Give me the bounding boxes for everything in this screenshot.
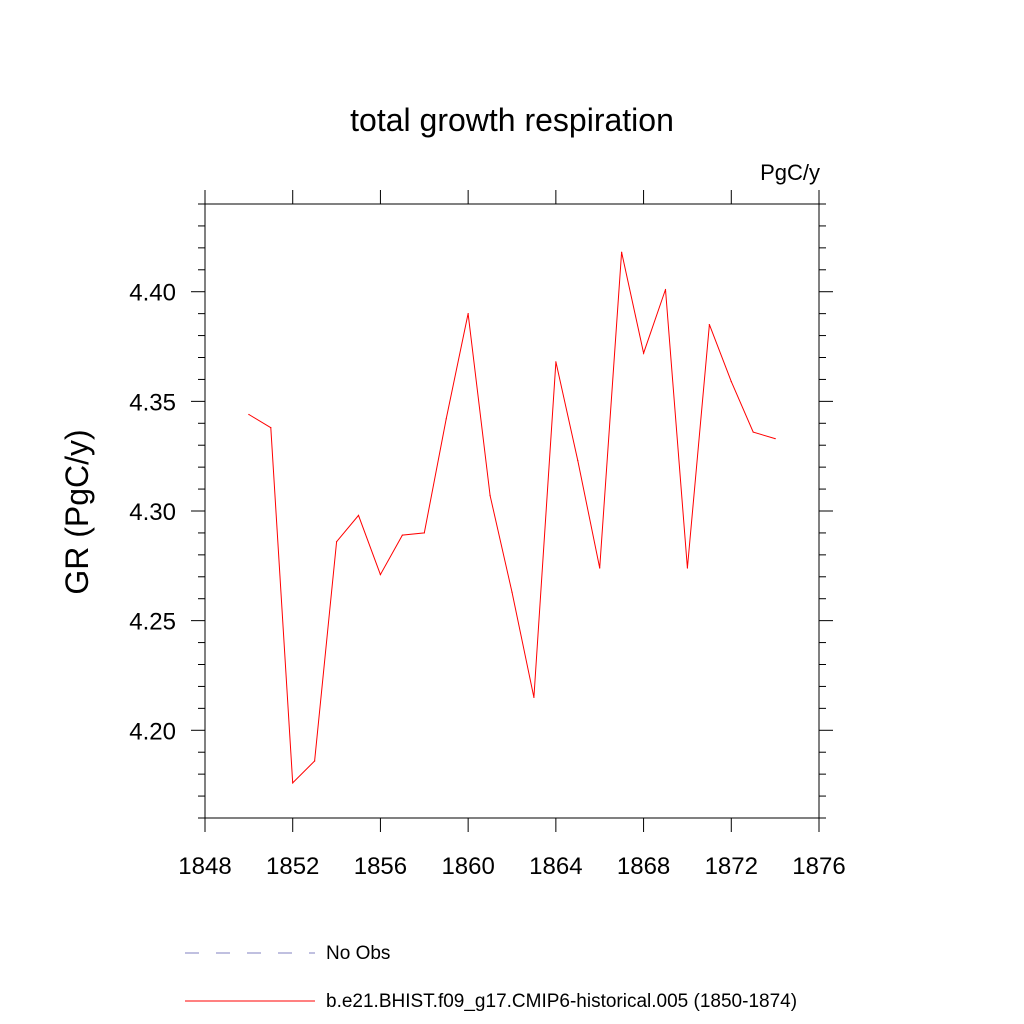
data-point [489, 495, 491, 497]
data-point [686, 567, 689, 569]
data-point [445, 418, 447, 420]
y-tick-label: 4.30 [129, 499, 176, 526]
data-point [401, 534, 403, 536]
data-point [423, 532, 425, 534]
y-tick-label: 4.20 [129, 718, 176, 745]
x-tick-label: 1856 [354, 853, 407, 880]
data-point [774, 438, 776, 440]
x-tick-label: 1864 [529, 853, 582, 880]
data-point [730, 381, 732, 383]
data-point [357, 514, 360, 516]
x-tick-label: 1848 [178, 853, 231, 880]
data-point [708, 324, 710, 326]
plot-frame [204, 203, 820, 819]
series-group [248, 251, 776, 785]
chart-title: total growth respiration [350, 102, 674, 138]
axis-ticks [191, 190, 833, 832]
x-tick-label: 1872 [705, 853, 758, 880]
legend: No Obs b.e21.BHIST.f09_g17.CMIP6-histori… [185, 943, 797, 1012]
x-tick-label: 1852 [266, 853, 319, 880]
y-tick-label: 4.35 [129, 389, 176, 416]
data-point [511, 591, 513, 593]
legend-label-historical: b.e21.BHIST.f09_g17.CMIP6-historical.005… [326, 991, 797, 1012]
y-tick-label: 4.40 [129, 280, 176, 307]
data-point [314, 760, 316, 762]
x-tick-label: 1860 [441, 853, 494, 880]
data-point [248, 413, 250, 416]
data-point [533, 696, 535, 698]
data-point [335, 541, 338, 543]
units-label: PgC/y [760, 160, 820, 185]
data-point [577, 459, 579, 462]
y-tick-labels: 4.20 4.25 4.30 4.35 4.40 [129, 280, 176, 746]
data-point [292, 782, 294, 784]
x-tick-labels: 1848 1852 1856 1860 1864 1868 1872 1876 [178, 853, 845, 880]
data-point [752, 431, 754, 433]
data-point [467, 313, 469, 315]
legend-label-no-obs: No Obs [326, 943, 390, 964]
x-tick-label: 1876 [792, 853, 845, 880]
data-point [642, 352, 645, 354]
x-tick-label: 1868 [617, 853, 670, 880]
data-point [555, 361, 557, 363]
series-line [248, 252, 776, 785]
data-point [664, 288, 667, 291]
y-tick-label: 4.25 [129, 609, 176, 636]
data-point [621, 251, 623, 253]
data-point [270, 427, 272, 429]
data-point [599, 567, 601, 569]
y-axis-title: GR (PgC/y) [59, 429, 95, 594]
data-point [379, 573, 382, 576]
